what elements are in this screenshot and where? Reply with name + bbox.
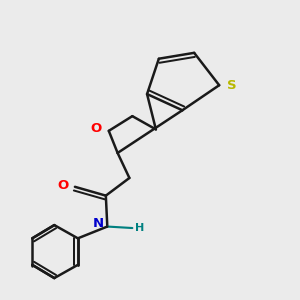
Text: S: S <box>226 79 236 92</box>
Text: O: O <box>90 122 101 135</box>
Text: N: N <box>93 217 104 230</box>
Text: O: O <box>58 179 69 192</box>
Text: H: H <box>135 223 145 233</box>
